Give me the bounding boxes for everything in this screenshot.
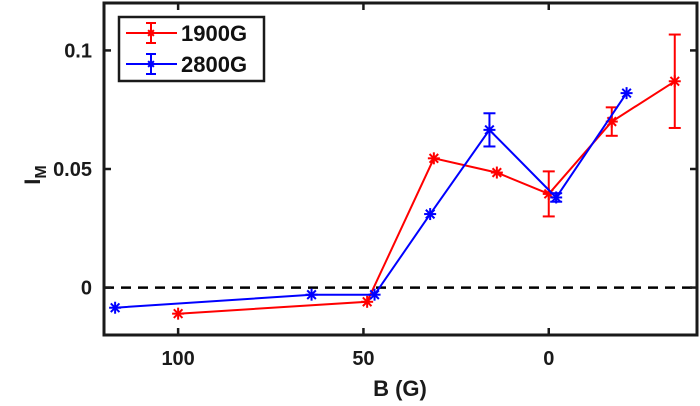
svg-text:IM: IM: [20, 165, 50, 184]
data-point: [361, 295, 374, 308]
marker-stroke: [669, 76, 680, 87]
marker-stroke: [369, 289, 380, 300]
y-tick-label: 0: [81, 278, 92, 300]
data-point: [424, 208, 437, 221]
axes: [102, 1, 699, 337]
marker-stroke: [425, 209, 436, 220]
series-line: [178, 80, 676, 315]
marker-stroke: [173, 308, 184, 319]
x-axis-label: B (G): [373, 376, 427, 401]
series-line: [115, 92, 628, 309]
tick-labels: 100 50 0 0 0.05 0.1: [53, 40, 554, 370]
legend: 1900G 2800G: [117, 15, 266, 83]
data-point: [668, 75, 681, 88]
legend-marker: [147, 60, 155, 68]
legend-label: 1900G: [181, 21, 247, 46]
data-point: [490, 166, 503, 179]
marker-stroke: [110, 302, 121, 313]
data-point: [109, 301, 122, 314]
x-tick-label: 50: [352, 348, 374, 370]
marker-stroke: [147, 29, 155, 37]
plot-area: [104, 33, 697, 320]
data-point: [605, 115, 618, 128]
marker-stroke: [606, 116, 617, 127]
marker-stroke: [147, 60, 155, 68]
y-axis-label-main: I: [20, 179, 45, 185]
data-point: [172, 307, 185, 320]
data-point: [305, 288, 318, 301]
marker-stroke: [621, 88, 632, 99]
data-point: [427, 152, 440, 165]
x-tick-label: 100: [161, 348, 194, 370]
legend-marker: [147, 29, 155, 37]
y-tick-label: 0.1: [64, 40, 92, 62]
data-point: [483, 123, 496, 136]
y-axis-label-subscript: M: [33, 165, 50, 178]
series-2800G: [109, 87, 633, 314]
legend-label: 2800G: [181, 52, 247, 77]
x-tick-label: 0: [543, 348, 554, 370]
marker-stroke: [543, 188, 554, 199]
data-point: [550, 191, 563, 204]
marker-stroke: [551, 192, 562, 203]
marker-stroke: [484, 124, 495, 135]
y-tick-label: 0.05: [53, 159, 92, 181]
series-1900G: [172, 33, 681, 320]
data-point: [368, 288, 381, 301]
legend-box: [117, 15, 266, 83]
legend-entry-2800G: 2800G: [126, 52, 247, 77]
marker-stroke: [491, 167, 502, 178]
y-axis-label: IM: [20, 165, 50, 184]
marker-stroke: [362, 296, 373, 307]
marker-stroke: [306, 289, 317, 300]
marker-stroke: [428, 153, 439, 164]
legend-entry-1900G: 1900G: [126, 21, 247, 46]
data-point: [620, 87, 633, 100]
